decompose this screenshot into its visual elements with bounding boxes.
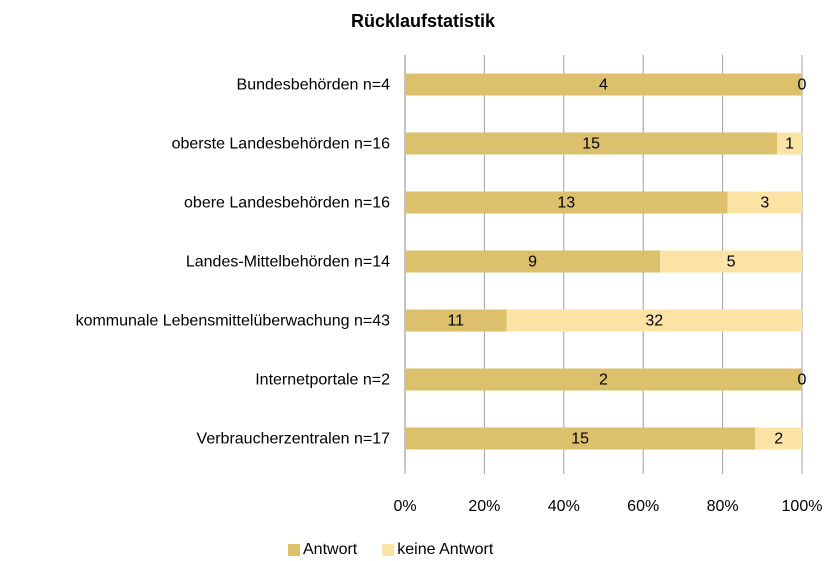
category-text: obere Landesbehörden n=16 (184, 194, 390, 211)
y-tick-label: Verbraucherzentralen n=17 (0, 428, 390, 449)
legend-label: keine Antwort (397, 541, 494, 558)
x-tick-label: 40% (548, 498, 580, 515)
bar-segment (405, 368, 802, 391)
bar-segment (777, 132, 802, 155)
data-label: 15 (571, 431, 589, 448)
data-label: 13 (557, 195, 575, 212)
x-tick-label: 60% (627, 498, 659, 515)
legend-label: Antwort (303, 541, 358, 558)
x-tick-label: 0% (393, 498, 416, 515)
bar-segment (660, 250, 802, 273)
data-label: 2 (599, 372, 608, 389)
data-label: 5 (727, 254, 736, 271)
data-label: 11 (447, 313, 464, 330)
legend-swatch (288, 544, 300, 556)
x-tick-label: 100% (782, 498, 823, 515)
bar-segment (405, 73, 802, 96)
data-label: 0 (798, 372, 807, 389)
x-tick-label: 80% (707, 498, 739, 515)
data-label: 0 (798, 77, 807, 94)
bar-segment (405, 191, 728, 214)
data-label: 4 (599, 77, 608, 94)
bar-segment (506, 309, 802, 332)
category-text: kommunale Lebensmittelüberwachung n=43 (75, 312, 390, 329)
y-tick-label: Landes-Mittelbehörden n=14 (0, 251, 390, 272)
y-tick-label: Bundesbehörden n=4 (0, 74, 390, 95)
bar-segment (405, 309, 507, 332)
data-label: 32 (645, 313, 663, 330)
category-text: oberste Landesbehörden n=16 (171, 135, 390, 152)
category-text: Bundesbehörden n=4 (236, 76, 390, 93)
bar-segment (755, 427, 802, 450)
category-text: Landes-Mittelbehörden n=14 (185, 253, 390, 270)
data-label: 1 (785, 136, 794, 153)
y-tick-label: obere Landesbehörden n=16 (0, 192, 390, 213)
data-label: 15 (582, 136, 600, 153)
bar-segment (405, 250, 661, 273)
chart-title: Rücklaufstatistik (351, 11, 496, 31)
data-label: 9 (528, 254, 537, 271)
y-tick-label: oberste Landesbehörden n=16 (0, 133, 390, 154)
bar-segment (727, 191, 802, 214)
category-text: Verbraucherzentralen n=17 (196, 430, 390, 447)
legend-swatch (382, 544, 395, 556)
bar-segment (405, 427, 756, 450)
x-tick-label: 20% (468, 498, 500, 515)
bar-segment (405, 132, 778, 155)
data-label: 2 (774, 431, 783, 448)
category-text: Internetportale n=2 (255, 371, 390, 388)
data-label: 3 (760, 195, 769, 212)
y-tick-label: kommunale Lebensmittelüberwachung n=43 (0, 310, 390, 331)
y-tick-label: Internetportale n=2 (0, 369, 390, 390)
